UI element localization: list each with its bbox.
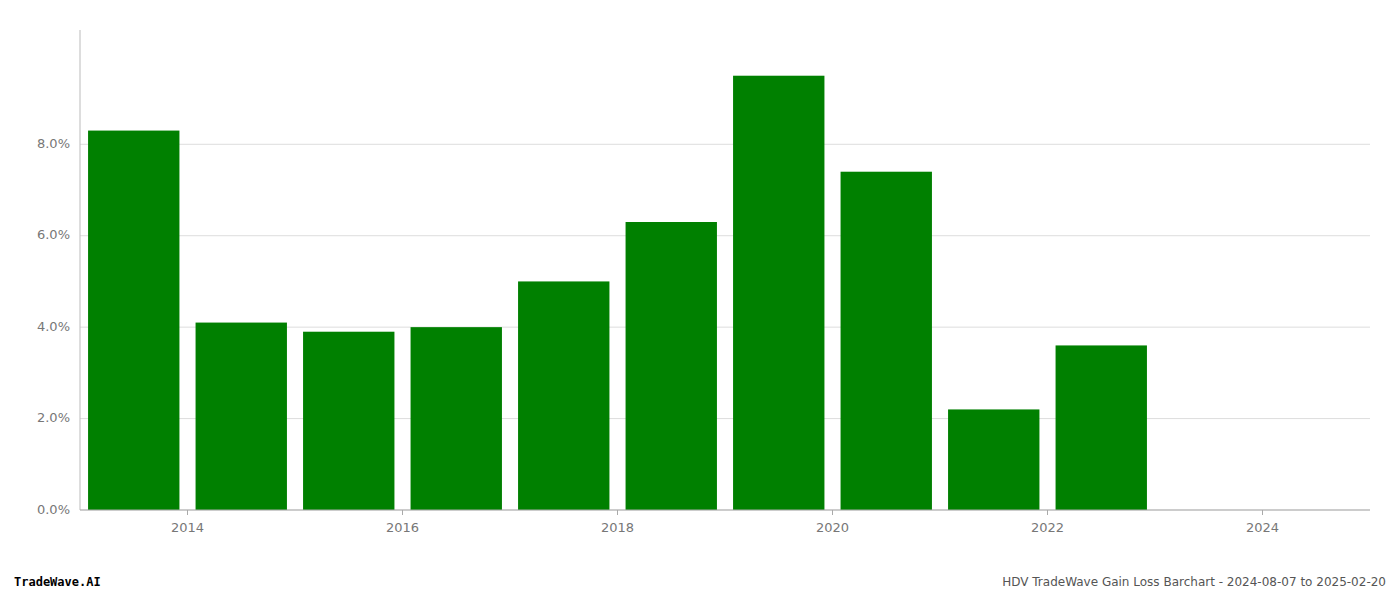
x-tick bbox=[402, 510, 403, 515]
y-tick-label: 8.0% bbox=[37, 136, 70, 151]
bar bbox=[411, 327, 502, 510]
y-tick-labels: 0.0% 2.0% 4.0% 6.0% 8.0% bbox=[37, 136, 70, 517]
chart-container: 0.0% 2.0% 4.0% 6.0% 8.0% 2014 2016 2018 2020 2022… bbox=[0, 0, 1400, 600]
grid-line bbox=[80, 235, 1370, 236]
y-grid bbox=[80, 144, 1370, 510]
x-tick bbox=[832, 510, 833, 515]
x-tick-label: 2020 bbox=[816, 520, 849, 535]
x-ticks: 2014 2016 2018 2020 2022 2024 bbox=[171, 510, 1279, 535]
x-tick bbox=[1262, 510, 1263, 515]
chart-svg: 0.0% 2.0% 4.0% 6.0% 8.0% 2014 2016 2018 2020 2022… bbox=[0, 0, 1400, 600]
x-tick-label: 2016 bbox=[386, 520, 419, 535]
bars bbox=[88, 76, 1147, 510]
y-tick-label: 4.0% bbox=[37, 319, 70, 334]
bar bbox=[1056, 345, 1147, 510]
bar bbox=[518, 281, 609, 510]
x-tick-label: 2024 bbox=[1246, 520, 1279, 535]
y-tick-label: 0.0% bbox=[37, 502, 70, 517]
x-tick-label: 2014 bbox=[171, 520, 204, 535]
x-axis-line bbox=[80, 510, 1370, 511]
y-tick-label: 6.0% bbox=[37, 227, 70, 242]
grid-line bbox=[80, 510, 1370, 511]
bar bbox=[626, 222, 717, 510]
x-tick bbox=[617, 510, 618, 515]
bar bbox=[196, 323, 287, 510]
grid-line bbox=[80, 144, 1370, 145]
y-tick-label: 2.0% bbox=[37, 410, 70, 425]
footer-right: HDV TradeWave Gain Loss Barchart - 2024-… bbox=[1002, 575, 1386, 589]
footer-left: TradeWave.AI bbox=[14, 575, 101, 589]
x-tick-label: 2018 bbox=[601, 520, 634, 535]
x-tick bbox=[1047, 510, 1048, 515]
bar bbox=[841, 172, 932, 510]
bar bbox=[948, 409, 1039, 510]
x-tick bbox=[187, 510, 188, 515]
bar bbox=[303, 332, 394, 510]
y-axis-line bbox=[80, 30, 81, 510]
bar bbox=[88, 131, 179, 510]
x-tick-label: 2022 bbox=[1031, 520, 1064, 535]
bar bbox=[733, 76, 824, 510]
